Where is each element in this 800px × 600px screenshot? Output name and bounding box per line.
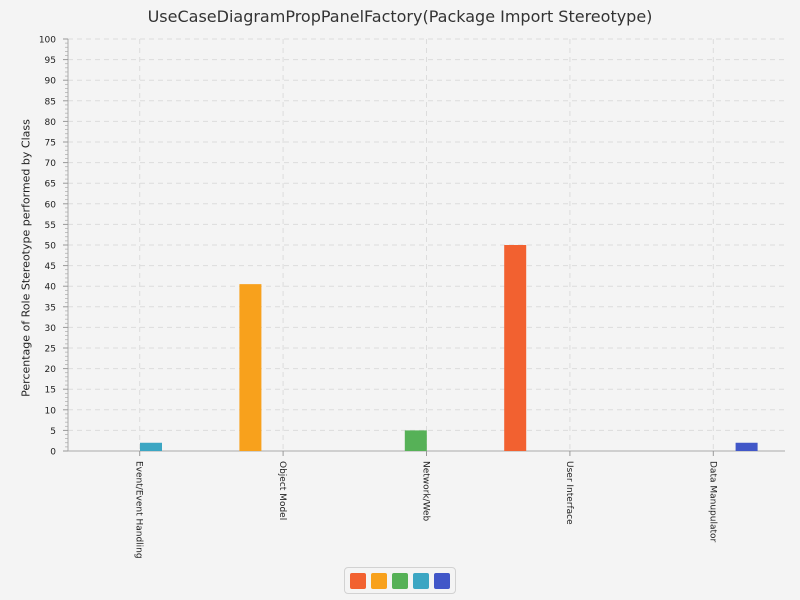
chart-title: UseCaseDiagramPropPanelFactory(Package I… (147, 7, 653, 26)
bar (404, 430, 427, 451)
y-tick-label: 35 (45, 303, 56, 313)
y-tick-label: 50 (45, 242, 57, 252)
x-tick-label: Event/Event Handling (134, 461, 144, 559)
bars (140, 245, 758, 451)
y-tick-label: 10 (45, 406, 57, 416)
x-tick-labels: Event/Event Handling Object Model Network/… (134, 451, 717, 559)
y-tick-label: 25 (45, 345, 56, 355)
y-tick-label: 75 (45, 139, 56, 149)
y-tick-label: 30 (45, 324, 57, 334)
y-tick-label: 40 (45, 283, 57, 293)
legend-swatch (413, 573, 429, 589)
y-tick-label: 85 (45, 97, 56, 107)
y-tick-label: 90 (45, 77, 57, 87)
legend-swatch (392, 573, 408, 589)
axes (67, 39, 785, 452)
y-tick-label: 15 (45, 386, 56, 396)
y-tick-label: 60 (45, 200, 57, 210)
legend-swatch (371, 573, 387, 589)
y-tick-label: 5 (50, 427, 56, 437)
y-tick-label: 45 (45, 262, 56, 272)
x-tick-label: Data Manupulator (707, 461, 717, 543)
legend (344, 567, 456, 594)
legend-swatch (434, 573, 450, 589)
y-tick-label: 70 (45, 159, 57, 169)
y-tick-label: 95 (45, 56, 56, 66)
y-tick-label: 55 (45, 221, 56, 231)
bar (735, 442, 758, 451)
y-ticks: 0 5 10 15 20 25 30 35 40 45 50 55 60 65 70 75 80 85 90 95 10… (39, 36, 68, 458)
bar (140, 442, 162, 451)
y-tick-label: 20 (45, 365, 57, 375)
gridlines (68, 38, 785, 451)
x-tick-label: Object Model (277, 461, 287, 520)
x-tick-label: Network/Web (421, 461, 431, 522)
y-tick-label: 0 (50, 448, 56, 458)
y-tick-label: 65 (45, 180, 56, 190)
y-tick-label: 80 (45, 118, 57, 128)
x-tick-label: User Interface (564, 461, 574, 525)
legend-swatch (350, 573, 366, 589)
bar (239, 284, 262, 451)
y-tick-label: 100 (39, 36, 56, 46)
bar (504, 245, 527, 451)
